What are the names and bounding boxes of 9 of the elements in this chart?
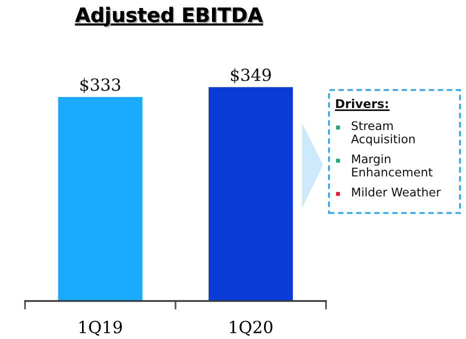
x-tick-label: 1Q19 — [80, 320, 122, 336]
text: Margin Enhancement — [352, 154, 432, 177]
text: Stream Acquisition — [351, 121, 415, 146]
chart-title: Adjusted EBITDA — [75, 6, 264, 28]
text: Milder Weather — [352, 187, 441, 197]
text: Drivers: — [336, 98, 388, 108]
data-label: $349 — [230, 68, 271, 84]
data-label: $333 — [80, 78, 120, 94]
x-tick-label: 1Q20 — [230, 320, 272, 336]
